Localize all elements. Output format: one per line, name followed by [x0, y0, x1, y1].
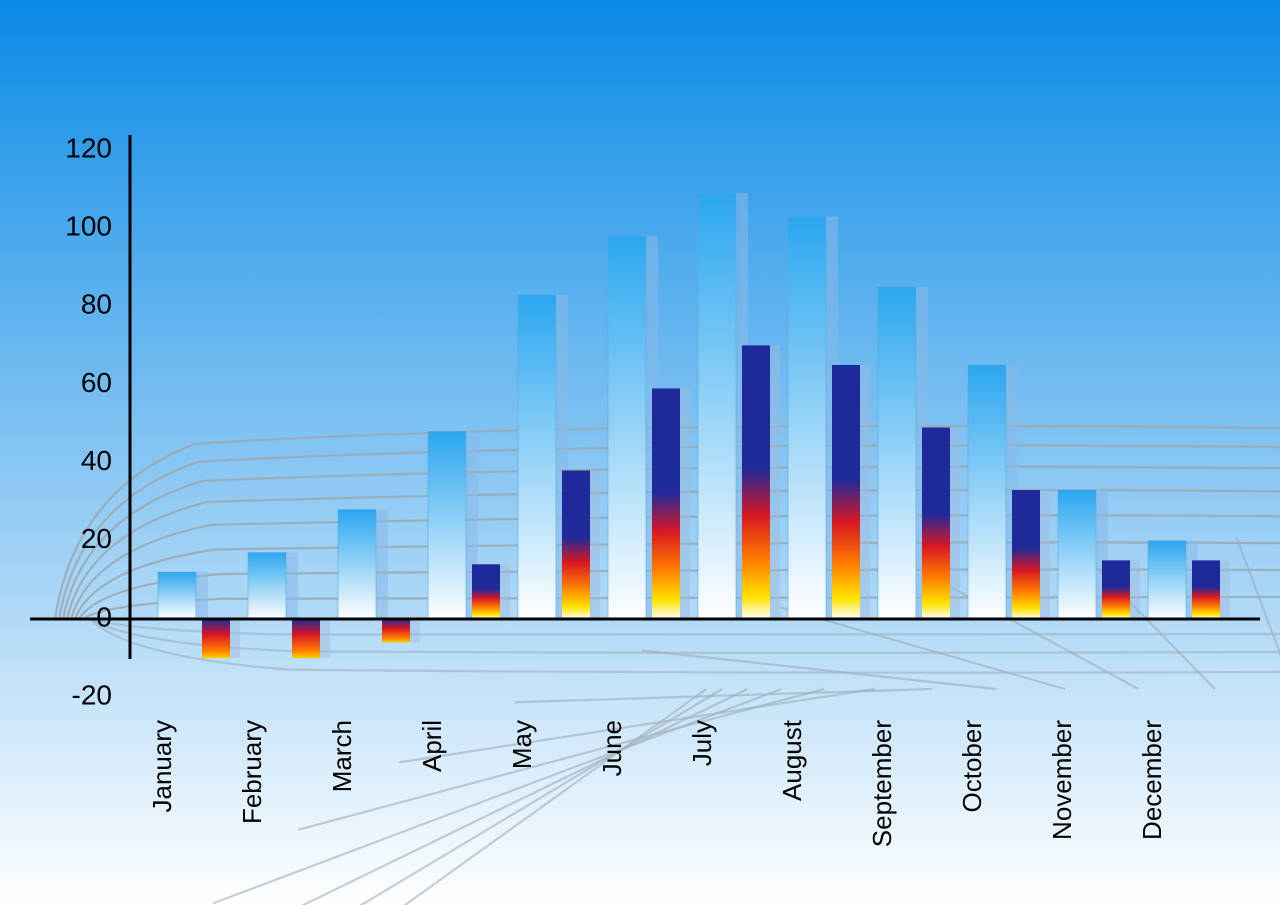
primary-bar	[1148, 541, 1186, 619]
primary-bar	[968, 365, 1006, 619]
chart-stage: -20 0 20 40 60 80 100 120 January February March A…	[0, 0, 1280, 905]
y-tick-label: 60	[81, 367, 112, 398]
primary-bar	[518, 295, 556, 619]
primary-bar	[788, 216, 826, 619]
x-tick-label: January	[147, 720, 177, 813]
primary-bar	[248, 553, 286, 619]
x-tick-label: September	[867, 720, 897, 848]
y-tick-label: 120	[65, 132, 112, 163]
y-tick-label: -20	[72, 680, 112, 711]
primary-bar	[338, 510, 376, 619]
bar-chart-svg: -20 0 20 40 60 80 100 120 January February March A…	[0, 0, 1280, 905]
primary-bar	[698, 193, 736, 619]
secondary-bar	[1192, 560, 1220, 619]
x-tick-label: August	[777, 719, 807, 801]
secondary-bar	[1012, 490, 1040, 619]
primary-bar	[1058, 490, 1096, 619]
y-tick-label: 40	[81, 445, 112, 476]
secondary-bar	[922, 427, 950, 619]
secondary-bar	[1102, 560, 1130, 619]
primary-bar	[428, 431, 466, 619]
secondary-bar	[832, 365, 860, 619]
x-tick-label: April	[417, 720, 447, 772]
secondary-bar	[562, 470, 590, 619]
x-tick-label: May	[507, 720, 537, 769]
primary-bar	[878, 287, 916, 619]
y-tick-label: 0	[96, 601, 112, 632]
y-tick-label: 100	[65, 211, 112, 242]
secondary-bar	[202, 619, 230, 658]
secondary-bar	[472, 564, 500, 619]
secondary-bar	[652, 388, 680, 619]
primary-bar	[158, 572, 196, 619]
secondary-bar	[742, 345, 770, 619]
primary-bar	[608, 236, 646, 619]
x-tick-label: June	[597, 720, 627, 776]
y-tick-label: 20	[81, 523, 112, 554]
x-tick-label: July	[687, 720, 717, 766]
secondary-bar	[292, 619, 320, 658]
x-tick-label: March	[327, 720, 357, 792]
x-tick-label: October	[957, 720, 987, 813]
y-tick-label: 80	[81, 289, 112, 320]
x-tick-label: December	[1137, 720, 1167, 840]
secondary-bar	[382, 619, 410, 642]
x-tick-label: February	[237, 720, 267, 824]
x-tick-label: November	[1047, 720, 1077, 840]
